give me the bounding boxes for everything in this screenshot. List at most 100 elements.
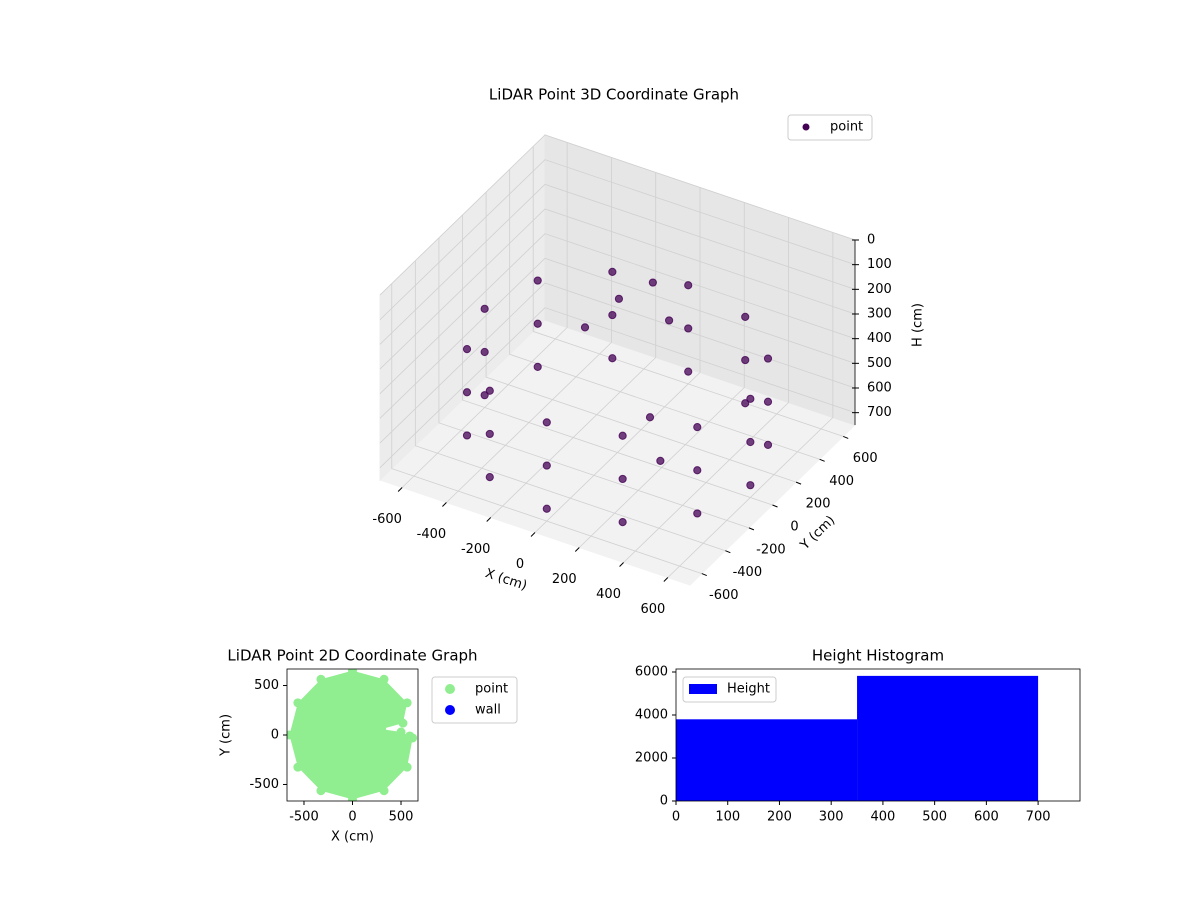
legend-label: wall <box>475 703 501 718</box>
grid-line <box>532 146 844 437</box>
point <box>379 786 389 796</box>
legend-marker <box>802 123 810 131</box>
grid-line <box>534 187 701 533</box>
legend-marker <box>445 705 455 715</box>
z-tick-label: 700 <box>867 405 892 420</box>
x-tick-label: 500 <box>389 810 414 825</box>
tick-mark <box>442 502 447 507</box>
tick-mark <box>397 487 403 492</box>
grid-line <box>379 208 856 370</box>
point <box>396 727 406 737</box>
tick-mark <box>486 517 492 522</box>
point <box>480 304 489 313</box>
grid-line <box>379 134 856 296</box>
x-tick-label: 200 <box>552 572 577 587</box>
point <box>608 310 617 320</box>
point <box>684 281 693 290</box>
point <box>618 431 627 440</box>
point <box>648 278 657 287</box>
point <box>618 474 627 484</box>
grid-line <box>667 232 834 578</box>
z-axis-label: H (cm) <box>911 303 926 347</box>
grid-line <box>391 283 702 574</box>
y-tick-label: -600 <box>709 588 739 603</box>
point <box>763 397 773 406</box>
point <box>293 698 303 708</box>
grid-line <box>379 307 856 468</box>
point <box>485 429 494 439</box>
point <box>693 466 702 475</box>
z-tick-label: 300 <box>867 307 892 322</box>
point <box>741 399 750 408</box>
point <box>746 394 755 403</box>
chart-title: LiDAR Point 2D Coordinate Graph <box>227 647 477 665</box>
x-tick-label: 600 <box>640 602 665 617</box>
tick-mark <box>574 547 580 552</box>
point <box>746 437 755 447</box>
y-tick-label: 400 <box>829 474 854 489</box>
x-tick-label: 0 <box>348 810 356 825</box>
x-tick-label: -500 <box>289 810 319 825</box>
point <box>462 388 472 397</box>
point <box>608 267 617 277</box>
point <box>402 762 412 772</box>
y-tick-label: 0 <box>660 794 668 809</box>
x-tick-label: 700 <box>1026 810 1051 825</box>
grid-line <box>579 202 745 548</box>
x-axis-label: X (cm) <box>331 830 374 845</box>
point <box>405 731 415 741</box>
legend-box <box>787 114 873 141</box>
point <box>618 517 627 527</box>
grid-line <box>438 237 750 529</box>
legend-swatch <box>689 684 717 694</box>
y-tick-label: -200 <box>756 542 786 557</box>
point <box>542 461 551 470</box>
grid-line <box>509 169 820 460</box>
plot-area <box>287 669 418 801</box>
point <box>379 674 389 684</box>
point <box>656 456 665 465</box>
tick-mark <box>663 577 669 582</box>
point <box>316 786 326 796</box>
grid-line <box>446 157 612 503</box>
point-cloud-area <box>289 670 413 800</box>
legend-label: point <box>475 682 508 697</box>
point <box>480 391 489 400</box>
point <box>293 762 303 772</box>
x-tick-label: 500 <box>922 810 947 825</box>
point <box>542 504 551 513</box>
x-tick-label: 0 <box>516 557 524 572</box>
point <box>485 386 494 395</box>
point <box>542 418 551 427</box>
z-tick-label: 100 <box>867 257 892 272</box>
point <box>398 718 408 728</box>
x-tick-label: -600 <box>372 512 402 527</box>
y-tick-label: 600 <box>853 451 878 466</box>
x-tick-label: 0 <box>672 810 680 825</box>
z-tick-label: 500 <box>867 356 892 371</box>
chart-title: LiDAR Point 3D Coordinate Graph <box>489 86 739 104</box>
x-tick-label: 300 <box>819 810 844 825</box>
grid-line <box>485 192 797 483</box>
point <box>614 294 624 303</box>
point <box>763 354 773 363</box>
grid-line <box>462 215 773 506</box>
point <box>533 319 542 328</box>
legend-label: point <box>830 120 863 135</box>
point <box>665 316 674 325</box>
point <box>287 730 294 740</box>
point <box>580 323 590 332</box>
y-tick-label: 4000 <box>635 708 668 723</box>
x-tick-label: -400 <box>417 527 447 542</box>
point <box>763 440 773 449</box>
point <box>741 312 750 322</box>
point <box>462 345 472 354</box>
point <box>533 276 542 285</box>
point <box>608 354 617 363</box>
tick-mark <box>619 562 624 567</box>
tick-mark <box>701 573 707 577</box>
point <box>684 367 693 376</box>
grid-line <box>379 257 856 419</box>
